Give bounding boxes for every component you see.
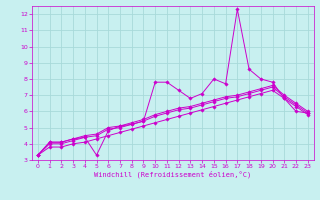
X-axis label: Windchill (Refroidissement éolien,°C): Windchill (Refroidissement éolien,°C): [94, 171, 252, 178]
